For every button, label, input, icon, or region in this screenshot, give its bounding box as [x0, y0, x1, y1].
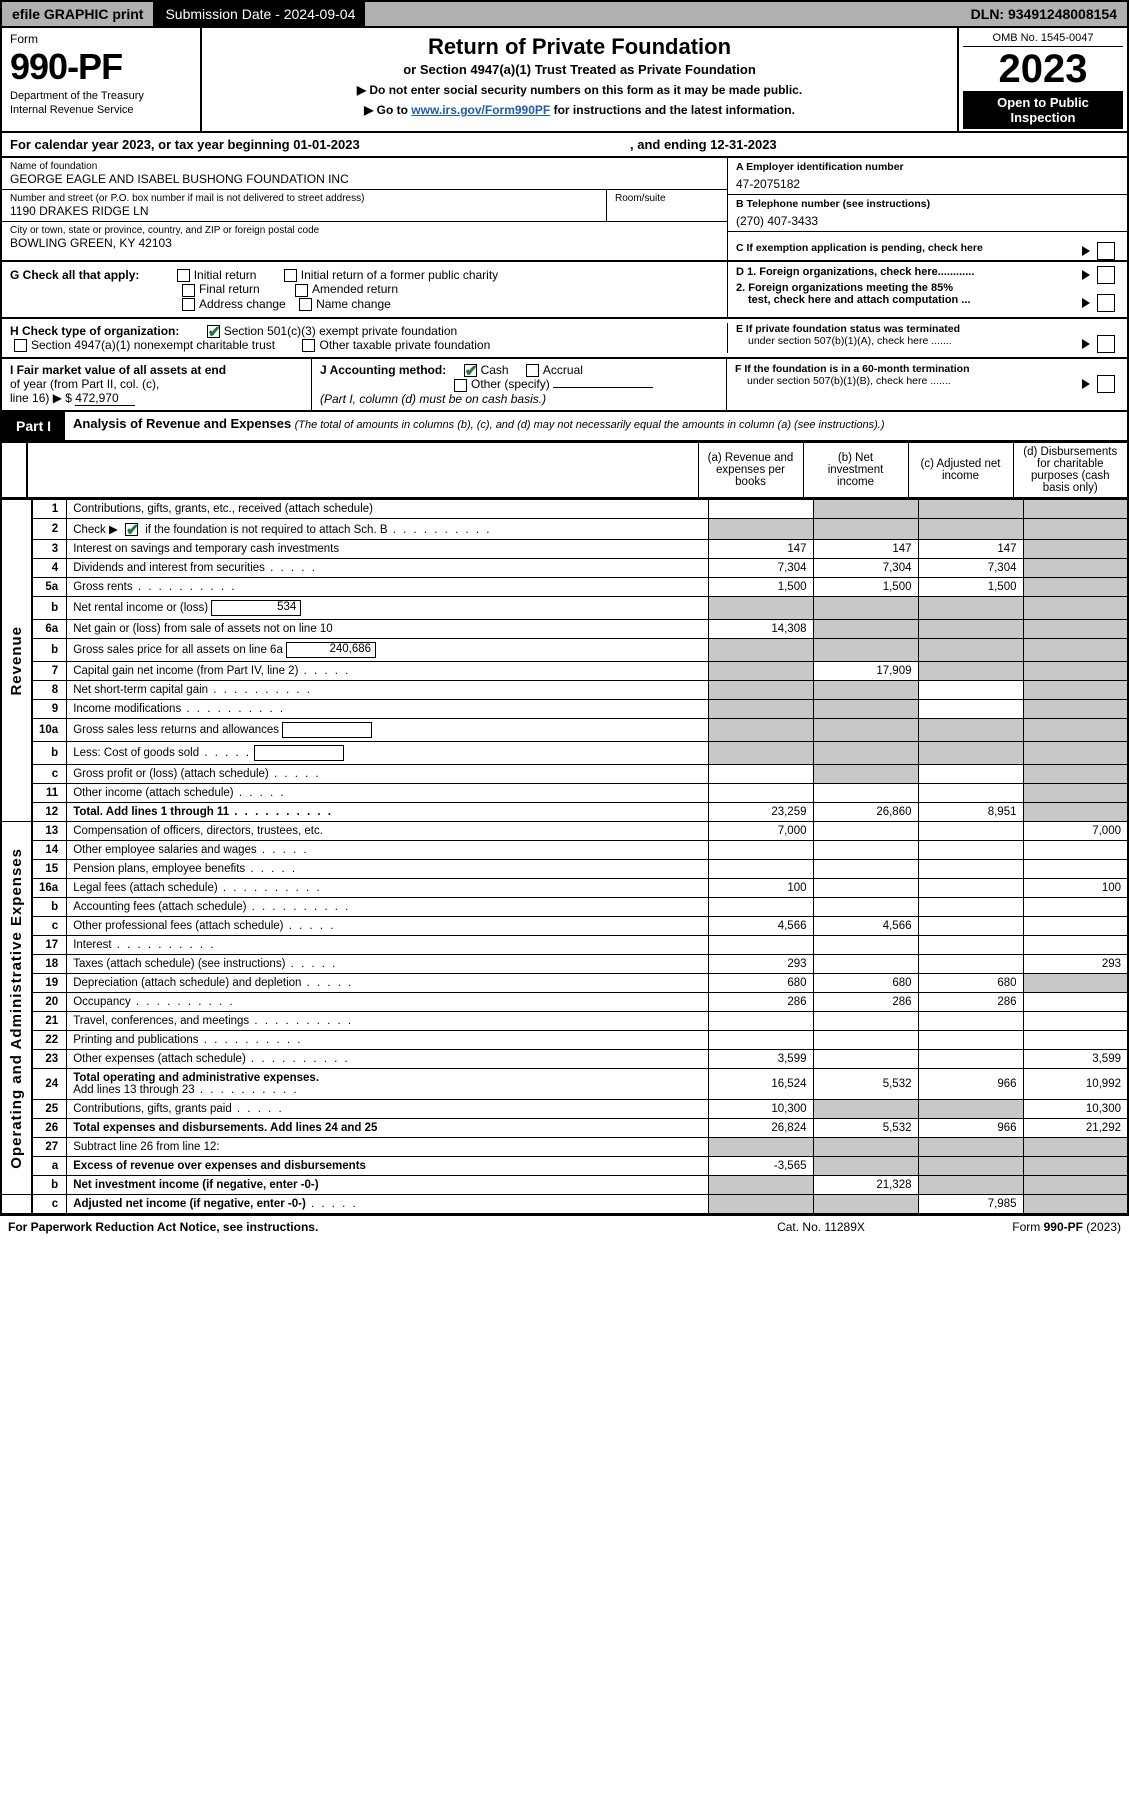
- form-label: Form: [10, 32, 192, 46]
- c-label: C If exemption application is pending, c…: [736, 242, 983, 254]
- g-amended[interactable]: [295, 284, 308, 297]
- h-other-checkbox[interactable]: [302, 339, 315, 352]
- g-final-return[interactable]: [182, 284, 195, 297]
- part1-title: Analysis of Revenue and Expenses: [73, 416, 291, 431]
- schB-checkbox[interactable]: [125, 523, 138, 536]
- h-4947-checkbox[interactable]: [14, 339, 27, 352]
- form-number: 990-PF: [10, 46, 192, 88]
- revenue-side-label: Revenue: [8, 626, 25, 696]
- d2-checkbox[interactable]: [1097, 294, 1115, 312]
- footer-catno: Cat. No. 11289X: [721, 1220, 921, 1234]
- part1-tab: Part I: [2, 412, 65, 440]
- g-initial-former[interactable]: [284, 269, 297, 282]
- room-label: Room/suite: [615, 193, 719, 204]
- warn-pre: ▶ Go to: [364, 103, 411, 117]
- h-label: H Check type of organization:: [10, 324, 179, 338]
- col-a-header: (a) Revenue and expenses per books: [698, 442, 803, 498]
- col-b-header: (b) Net investment income: [803, 442, 908, 498]
- j-accrual-checkbox[interactable]: [526, 364, 539, 377]
- calendar-year-row: For calendar year 2023, or tax year begi…: [0, 133, 1129, 158]
- e-checkbox[interactable]: [1097, 335, 1115, 353]
- arrow-icon: [1082, 339, 1090, 349]
- omb-number: OMB No. 1545-0047: [963, 30, 1123, 47]
- j-cash-checkbox[interactable]: [464, 364, 477, 377]
- part1-table: (a) Revenue and expenses per books (b) N…: [0, 442, 1129, 499]
- part1-note: (The total of amounts in columns (b), (c…: [295, 419, 885, 431]
- tax-year: 2023: [963, 47, 1123, 91]
- h-e-row: H Check type of organization: Section 50…: [0, 319, 1129, 359]
- street-address: 1190 DRAKES RIDGE LN: [10, 204, 598, 218]
- fmv-value: 472,970: [75, 391, 135, 406]
- g-d-row: G Check all that apply: Initial return I…: [0, 262, 1129, 319]
- addr-label: Number and street (or P.O. box number if…: [10, 193, 598, 204]
- expenses-side-label: Operating and Administrative Expenses: [8, 848, 25, 1169]
- tel-label: B Telephone number (see instructions): [736, 198, 1119, 210]
- warn-ssn: ▶ Do not enter social security numbers o…: [212, 83, 947, 97]
- form-title: Return of Private Foundation: [212, 34, 947, 60]
- dln: DLN: 93491248008154: [961, 2, 1127, 26]
- city-state-zip: BOWLING GREEN, KY 42103: [10, 236, 719, 250]
- footer-notice: For Paperwork Reduction Act Notice, see …: [8, 1220, 721, 1234]
- dept-treasury: Department of the Treasury: [10, 90, 192, 102]
- d1-checkbox[interactable]: [1097, 266, 1115, 284]
- arrow-icon: [1082, 379, 1090, 389]
- ein-label: A Employer identification number: [736, 161, 1119, 173]
- ein-value: 47-2075182: [736, 173, 1119, 191]
- f-checkbox[interactable]: [1097, 375, 1115, 393]
- part1-header: Part I Analysis of Revenue and Expenses …: [0, 412, 1129, 442]
- footer-form: Form 990-PF (2023): [921, 1220, 1121, 1234]
- warn-post: for instructions and the latest informat…: [550, 103, 795, 117]
- arrow-icon: [1082, 298, 1090, 308]
- warn-link: ▶ Go to www.irs.gov/Form990PF for instru…: [212, 103, 947, 117]
- name-label: Name of foundation: [10, 161, 719, 172]
- page-footer: For Paperwork Reduction Act Notice, see …: [0, 1215, 1129, 1238]
- efile-print-btn[interactable]: efile GRAPHIC print: [2, 2, 155, 26]
- j-other-checkbox[interactable]: [454, 379, 467, 392]
- g-label: G Check all that apply:: [10, 268, 139, 282]
- col-c-header: (c) Adjusted net income: [908, 442, 1013, 498]
- r6b-box: 240,686: [286, 642, 376, 658]
- top-bar: efile GRAPHIC print Submission Date - 20…: [0, 0, 1129, 28]
- cal-begin: For calendar year 2023, or tax year begi…: [10, 137, 570, 152]
- c-checkbox[interactable]: [1097, 242, 1115, 260]
- open-public: Open to PublicInspection: [963, 91, 1123, 129]
- g-initial-return[interactable]: [177, 269, 190, 282]
- form-subtitle: or Section 4947(a)(1) Trust Treated as P…: [212, 62, 947, 77]
- tel-value: (270) 407-3433: [736, 210, 1119, 228]
- dept-irs: Internal Revenue Service: [10, 104, 192, 116]
- city-label: City or town, state or province, country…: [10, 225, 719, 236]
- r5b-box: 534: [211, 600, 301, 616]
- entity-info: Name of foundation GEORGE EAGLE AND ISAB…: [0, 158, 1129, 262]
- d1-label: D 1. Foreign organizations, check here..…: [736, 266, 974, 278]
- form-header: Form 990-PF Department of the Treasury I…: [0, 28, 1129, 133]
- g-address-change[interactable]: [182, 298, 195, 311]
- submission-date: Submission Date - 2024-09-04: [155, 2, 365, 26]
- h-501c3-checkbox[interactable]: [207, 325, 220, 338]
- arrow-icon: [1082, 246, 1090, 256]
- irs-link[interactable]: www.irs.gov/Form990PF: [411, 103, 550, 117]
- part1-body: Revenue 1Contributions, gifts, grants, e…: [0, 499, 1129, 1215]
- g-name-change[interactable]: [299, 298, 312, 311]
- foundation-name: GEORGE EAGLE AND ISABEL BUSHONG FOUNDATI…: [10, 172, 719, 186]
- col-d-header: (d) Disbursements for charitable purpose…: [1013, 442, 1128, 498]
- arrow-icon: [1082, 270, 1090, 280]
- i-j-f-row: I Fair market value of all assets at end…: [0, 359, 1129, 412]
- cal-end: , and ending 12-31-2023: [570, 137, 1119, 152]
